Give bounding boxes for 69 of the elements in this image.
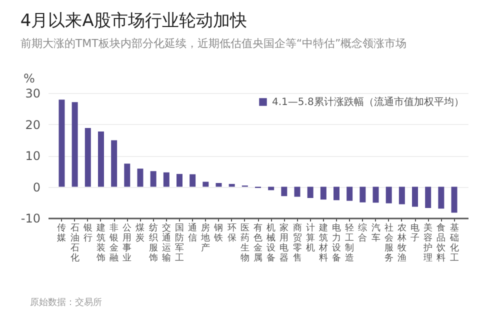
- x-tick-label: 社会服务: [384, 222, 394, 264]
- bar: [438, 186, 444, 209]
- x-tick-label: 计算机: [306, 222, 315, 254]
- x-tick-label: 商贸零售: [292, 222, 302, 264]
- y-tick-label: 10: [25, 149, 40, 163]
- bar: [176, 174, 182, 187]
- bar: [98, 131, 104, 187]
- bar: [190, 174, 196, 187]
- x-tick-label: 基础化工: [448, 222, 459, 264]
- x-tick-label: 公用事业: [122, 222, 132, 264]
- x-tick-label: 农林牧渔: [396, 222, 406, 264]
- bar: [425, 186, 432, 208]
- x-tick-label: 非银金融: [108, 222, 119, 264]
- bar: [398, 186, 405, 204]
- bar: [307, 186, 314, 198]
- y-tick-label: 30: [25, 86, 40, 100]
- bar: [137, 168, 144, 187]
- x-tick-label: 银行: [82, 222, 92, 244]
- x-tick-label: 房地产: [200, 222, 210, 254]
- x-tick-label: 煤炭: [136, 222, 145, 244]
- y-axis-title: %: [24, 72, 35, 86]
- x-tick-label: 通信: [188, 222, 198, 244]
- bar: [412, 186, 418, 207]
- bar: [111, 140, 118, 187]
- bar: [386, 186, 392, 204]
- bar: [360, 186, 366, 202]
- x-tick-label: 钢铁: [213, 222, 224, 244]
- bar: [320, 186, 326, 200]
- x-tick-label: 环保: [227, 224, 236, 244]
- x-tick-label: 电力设备: [332, 222, 342, 264]
- x-tick-label: 交通运输: [162, 222, 171, 264]
- x-tick-label: 家用电器: [280, 222, 289, 264]
- bar: [334, 186, 340, 200]
- bar: [346, 186, 353, 201]
- bar: [202, 182, 209, 187]
- bar: [150, 171, 156, 187]
- bar: [281, 186, 288, 196]
- bar: [228, 184, 235, 187]
- legend-label: 4.1—5.8累计涨跌幅（流通市值加权平均）: [272, 96, 464, 108]
- x-tick-label: 石油石化: [70, 224, 80, 264]
- x-tick-label: 轻工制造: [345, 222, 354, 264]
- x-tick-label: 汽车: [371, 222, 380, 244]
- x-tick-label: 综合: [358, 222, 368, 244]
- text: 原始数据：交易所: [30, 296, 102, 309]
- x-tick-label: 电子: [410, 222, 420, 244]
- x-tick-label: 有色金属: [254, 222, 262, 264]
- bar: [124, 164, 130, 187]
- bar: [451, 186, 458, 213]
- bar: [58, 100, 65, 187]
- x-tick-label: 纺织服饰: [148, 222, 158, 264]
- x-tick-label: 美容护理: [422, 222, 433, 264]
- bar: [163, 172, 170, 187]
- x-tick-label: 医药生物: [240, 222, 250, 264]
- bar: [294, 186, 300, 197]
- y-tick-label: 20: [25, 118, 40, 132]
- x-tick-label: 建筑材料: [318, 222, 328, 264]
- y-tick-label: -10: [20, 212, 40, 226]
- bar: [72, 102, 78, 187]
- chart-subtitle: 前期大涨的TMT板块内部分化延续，近期低估值央国企等“中特估”概念领涨市场: [20, 37, 407, 50]
- x-tick-label: 建筑装饰: [95, 222, 106, 264]
- chart-title: 4月以来A股市场行业轮动加快: [20, 11, 247, 31]
- x-tick-label: 国防军工: [174, 224, 184, 264]
- bar: [216, 183, 222, 187]
- y-tick-label: 0: [32, 180, 40, 194]
- x-tick-label: 机械设备: [266, 222, 276, 264]
- bar: [84, 128, 91, 187]
- bar: [372, 186, 379, 203]
- x-tick-label: 传媒: [57, 222, 66, 244]
- x-tick-label: 食品饮料: [436, 222, 446, 264]
